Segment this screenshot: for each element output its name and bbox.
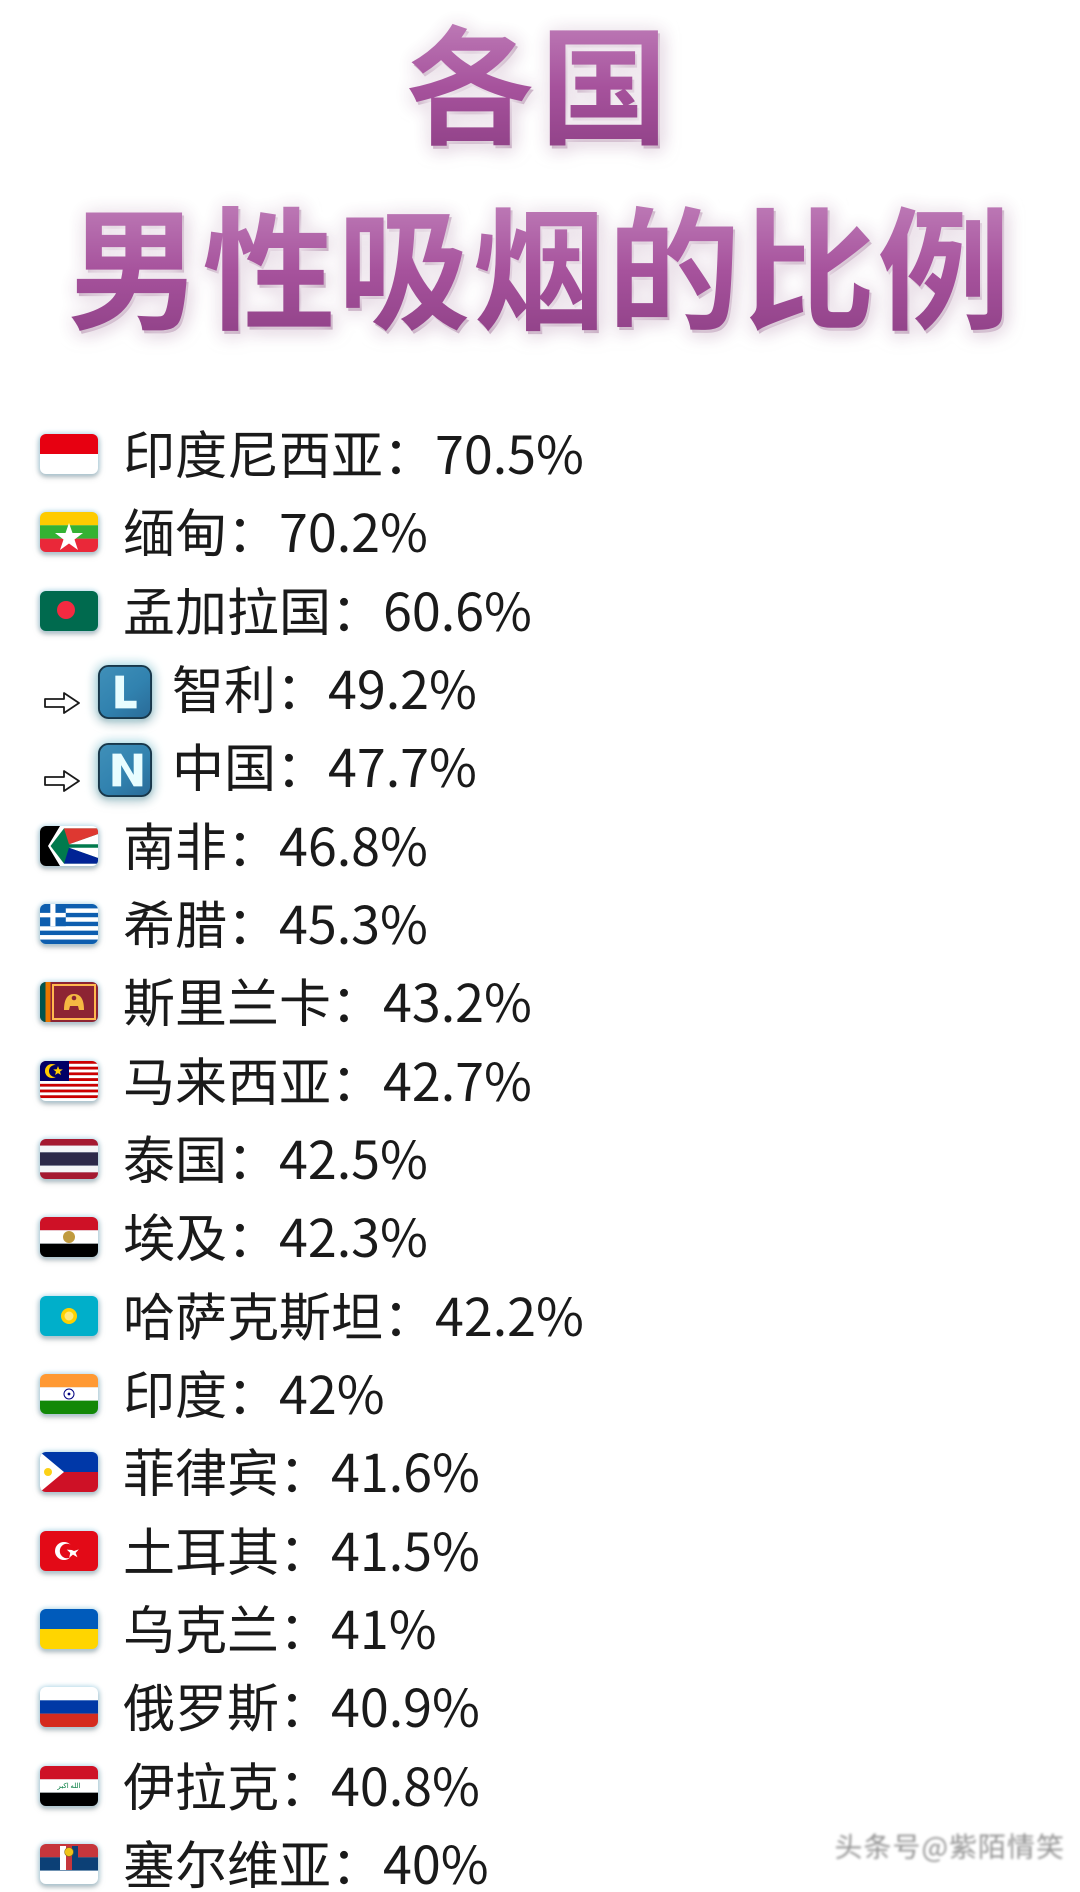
svg-text:الله اكبر: الله اكبر <box>56 1782 80 1790</box>
